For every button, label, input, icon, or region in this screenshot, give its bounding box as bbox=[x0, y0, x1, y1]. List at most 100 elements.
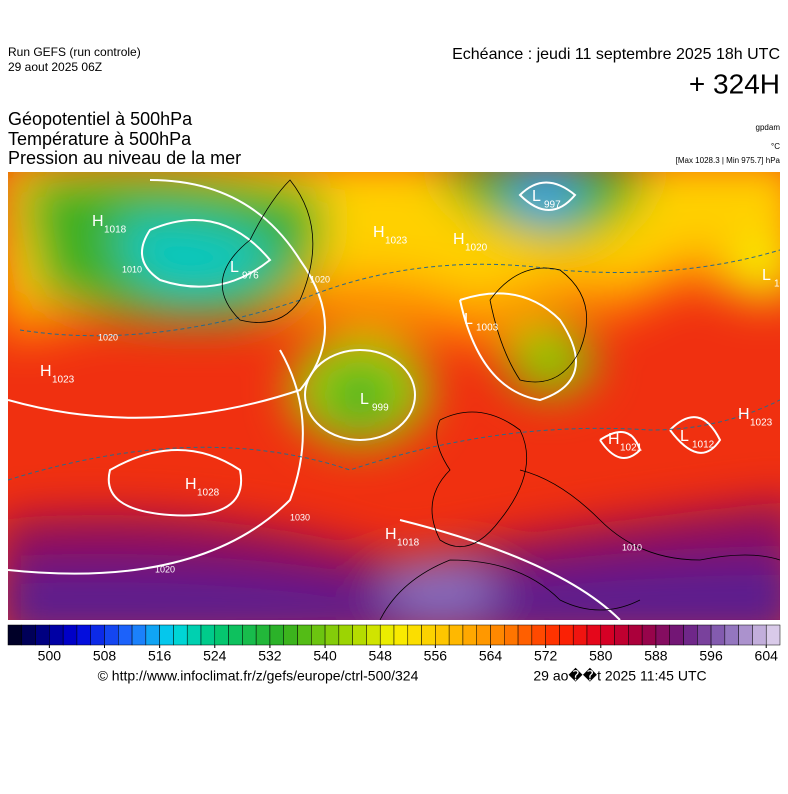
colorbar-cell bbox=[531, 624, 546, 646]
colorbar-tick-label: 588 bbox=[644, 648, 668, 664]
isobar-label: 1020 bbox=[310, 274, 330, 284]
colorbar-cell bbox=[131, 624, 147, 646]
center-kind: L bbox=[464, 311, 473, 328]
center-pressure: 1018 bbox=[104, 225, 127, 236]
center-pressure: 976 bbox=[242, 271, 259, 282]
colorbar-tick-label: 572 bbox=[534, 648, 558, 664]
colorbar-cell bbox=[683, 624, 698, 646]
center-pressure: 999 bbox=[372, 403, 389, 414]
colorbar-cell bbox=[21, 624, 36, 646]
unit: °C bbox=[771, 142, 780, 151]
colorbar-cell bbox=[352, 624, 367, 646]
run-date: 29 aout 2025 06Z bbox=[8, 60, 102, 74]
colorbar-cell bbox=[393, 624, 409, 646]
center-pressure: 1003 bbox=[476, 323, 499, 334]
colorbar-cell bbox=[517, 624, 533, 646]
colorbar-tick-label: 500 bbox=[38, 648, 62, 664]
colorbar-tick-label: 524 bbox=[203, 648, 227, 664]
colorbar-cell bbox=[297, 624, 312, 646]
colorbar-cell bbox=[62, 624, 78, 646]
source: © http://www.infoclimat.fr/z/gefs/europe… bbox=[98, 668, 419, 684]
colorbar-cell bbox=[490, 624, 505, 646]
isobar-label: 1030 bbox=[290, 512, 310, 522]
colorbar-cell bbox=[145, 624, 160, 646]
colorbar-cell bbox=[324, 624, 340, 646]
colorbar-cell bbox=[214, 624, 229, 646]
colorbar-cell bbox=[366, 624, 381, 646]
unit: [Max 1028.3 | Min 975.7] hPa bbox=[676, 156, 781, 165]
center-kind: H bbox=[453, 231, 465, 248]
colorbar-cell bbox=[228, 624, 243, 646]
center-kind: H bbox=[385, 526, 397, 543]
center-kind: L bbox=[360, 391, 369, 408]
center-kind: L bbox=[762, 267, 771, 284]
colorbar-cell bbox=[710, 624, 726, 646]
isobar-label: 1020 bbox=[155, 564, 175, 574]
colorbar-cell bbox=[242, 624, 257, 646]
isobar-label: 1010 bbox=[622, 542, 642, 552]
isobars bbox=[8, 179, 722, 620]
colorbar-cell bbox=[255, 624, 271, 646]
colorbar-cell bbox=[669, 624, 684, 646]
center-pressure: 1012 bbox=[692, 440, 715, 451]
colorbar-cell bbox=[421, 624, 436, 646]
valid-time: Echéance : jeudi 11 septembre 2025 18h U… bbox=[452, 46, 780, 63]
colorbar-cell bbox=[407, 624, 422, 646]
unit: gpdam bbox=[756, 123, 781, 132]
colorbar-cell bbox=[476, 624, 491, 646]
center-kind: H bbox=[185, 476, 197, 493]
colorbar-cell bbox=[35, 624, 50, 646]
center-kind: H bbox=[92, 213, 104, 230]
colorbar-cell bbox=[504, 624, 519, 646]
colorbar-cell bbox=[462, 624, 477, 646]
colorbar-tick-label: 508 bbox=[93, 648, 117, 664]
colorbar-cell bbox=[90, 624, 105, 646]
colorbar-cell bbox=[338, 624, 353, 646]
colorbar-cell bbox=[600, 624, 615, 646]
center-kind: H bbox=[40, 363, 52, 380]
colorbar-cell bbox=[572, 624, 588, 646]
colorbar-cell bbox=[269, 624, 284, 646]
colorbar-cell bbox=[614, 624, 629, 646]
colorbar-cell bbox=[118, 624, 133, 646]
colorbar-cell bbox=[159, 624, 174, 646]
colorbar-tick-label: 548 bbox=[369, 648, 393, 664]
center-pressure: 1020 bbox=[465, 243, 488, 254]
colorbar-tick-label: 564 bbox=[479, 648, 503, 664]
center-kind: L bbox=[532, 188, 541, 205]
center-kind: H bbox=[738, 406, 750, 423]
title: Pression au niveau de la mer bbox=[8, 148, 241, 168]
lead-time: + 324H bbox=[689, 68, 780, 99]
center-pressure: 1021 bbox=[620, 443, 643, 454]
colorbar-tick-label: 540 bbox=[313, 648, 337, 664]
colorbar-cell bbox=[697, 624, 712, 646]
colorbar-cell bbox=[186, 624, 202, 646]
isotherms bbox=[8, 249, 780, 481]
center-kind: L bbox=[680, 428, 689, 445]
colorbar-cell bbox=[283, 624, 298, 646]
colorbar-tick-label: 580 bbox=[589, 648, 613, 664]
generated: 29 ao��t 2025 11:45 UTC bbox=[533, 668, 706, 684]
colorbar-tick-label: 532 bbox=[258, 648, 282, 664]
colorbar-cell bbox=[200, 624, 216, 646]
colorbar-cell bbox=[752, 624, 767, 646]
colorbar-cell bbox=[559, 624, 574, 646]
colorbar-cell bbox=[765, 624, 781, 646]
colorbar-cell bbox=[104, 624, 119, 646]
center-pressure: 1023 bbox=[750, 418, 773, 429]
run: Run GEFS (run controle) bbox=[8, 45, 141, 59]
coastlines bbox=[221, 179, 780, 620]
center-pressure: 1018 bbox=[397, 538, 420, 549]
colorbar-cell bbox=[173, 624, 188, 646]
colorbar-cell bbox=[738, 624, 753, 646]
center-pressure: 1023 bbox=[385, 236, 408, 247]
colorbar-cell bbox=[655, 624, 670, 646]
colorbar-cell bbox=[724, 624, 739, 646]
center-kind: H bbox=[608, 431, 620, 448]
center-kind: H bbox=[373, 224, 385, 241]
colorbar-cell bbox=[586, 624, 602, 646]
title: Température à 500hPa bbox=[8, 129, 192, 149]
colorbar-tick-label: 604 bbox=[755, 648, 779, 664]
colorbar-tick-label: 516 bbox=[148, 648, 172, 664]
